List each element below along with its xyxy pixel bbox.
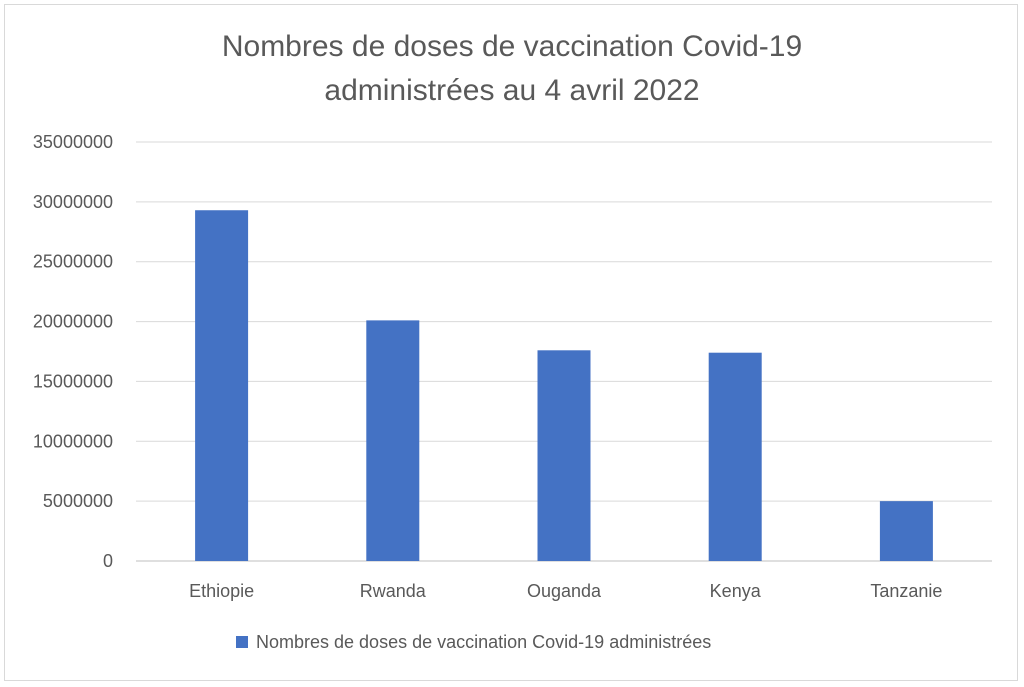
y-tick-label: 5000000 bbox=[43, 491, 113, 511]
x-tick-label: Ouganda bbox=[527, 581, 602, 601]
bar-tanzanie bbox=[879, 501, 933, 561]
bars bbox=[195, 210, 933, 562]
y-tick-label: 30000000 bbox=[33, 192, 113, 212]
bar-ouganda bbox=[537, 350, 591, 561]
x-tick-label: Kenya bbox=[710, 581, 762, 601]
x-tick-label: Rwanda bbox=[360, 581, 427, 601]
gridlines bbox=[136, 141, 992, 562]
y-tick-label: 35000000 bbox=[33, 132, 113, 152]
legend-swatch bbox=[236, 636, 248, 648]
chart-frame bbox=[4, 4, 1018, 681]
bar-ethiopie bbox=[195, 210, 249, 562]
y-tick-label: 10000000 bbox=[33, 431, 113, 451]
legend-label: Nombres de doses de vaccination Covid-19… bbox=[256, 632, 711, 652]
y-tick-label: 15000000 bbox=[33, 371, 113, 391]
y-axis-ticks: 0 5000000 10000000 15000000 20000000 25000000… bbox=[33, 132, 113, 571]
bar-kenya bbox=[708, 352, 762, 561]
y-tick-label: 20000000 bbox=[33, 312, 113, 332]
bar-rwanda bbox=[366, 320, 420, 561]
chart-title-line-2: administrées au 4 avril 2022 bbox=[324, 74, 699, 107]
legend: Nombres de doses de vaccination Covid-19… bbox=[236, 632, 711, 652]
chart-title-line-1: Nombres de doses de vaccination Covid-19 bbox=[222, 30, 802, 63]
y-tick-label: 25000000 bbox=[33, 252, 113, 272]
y-tick-label: 0 bbox=[103, 551, 113, 571]
x-tick-label: Ethiopie bbox=[189, 581, 254, 601]
x-tick-label: Tanzanie bbox=[870, 581, 942, 601]
x-axis-labels: Ethiopie Rwanda Ouganda Kenya Tanzanie bbox=[189, 581, 942, 601]
